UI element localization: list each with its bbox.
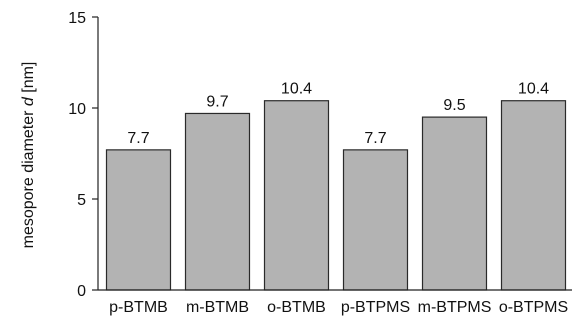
x-tick-label: p-BTMB bbox=[109, 299, 168, 316]
x-tick-label: o-BTPMS bbox=[499, 299, 568, 316]
y-tick-label: 15 bbox=[68, 10, 86, 27]
axes-layer bbox=[97, 17, 572, 291]
data-labels: 7.7 9.7 10.4 7.7 9.5 10.4 bbox=[127, 81, 549, 147]
x-tick-label: m-BTPMS bbox=[418, 299, 492, 316]
x-tick-labels: p-BTMB m-BTMB o-BTMB p-BTPMS m-BTPMS o-BTPMS bbox=[109, 299, 568, 316]
bar bbox=[500, 100, 567, 291]
data-label: 7.7 bbox=[364, 130, 386, 147]
y-axis-title-suffix: [nm] bbox=[20, 62, 37, 98]
y-axis-title-prefix: mesopore diameter bbox=[20, 106, 37, 248]
data-label: 10.4 bbox=[281, 81, 312, 98]
data-label: 9.5 bbox=[443, 97, 465, 114]
y-tick-label: 5 bbox=[77, 192, 86, 209]
bar bbox=[421, 116, 488, 291]
y-axis-title-symbol: d bbox=[20, 96, 37, 106]
bar bbox=[263, 100, 330, 291]
bar bbox=[105, 149, 172, 291]
x-tick-label: p-BTPMS bbox=[341, 299, 410, 316]
bar bbox=[342, 149, 409, 291]
x-tick-label: m-BTMB bbox=[186, 299, 249, 316]
y-ticks: 0 5 10 15 bbox=[68, 10, 98, 300]
x-tick-label: o-BTMB bbox=[267, 299, 326, 316]
data-label: 9.7 bbox=[206, 93, 228, 110]
data-label: 10.4 bbox=[518, 81, 549, 98]
y-tick-label: 10 bbox=[68, 101, 86, 118]
y-tick-label: 0 bbox=[77, 283, 86, 300]
bars-layer bbox=[105, 100, 567, 291]
bar bbox=[184, 112, 251, 291]
y-axis-title: mesopore diameter d [nm] bbox=[20, 62, 37, 249]
data-label: 7.7 bbox=[127, 130, 149, 147]
